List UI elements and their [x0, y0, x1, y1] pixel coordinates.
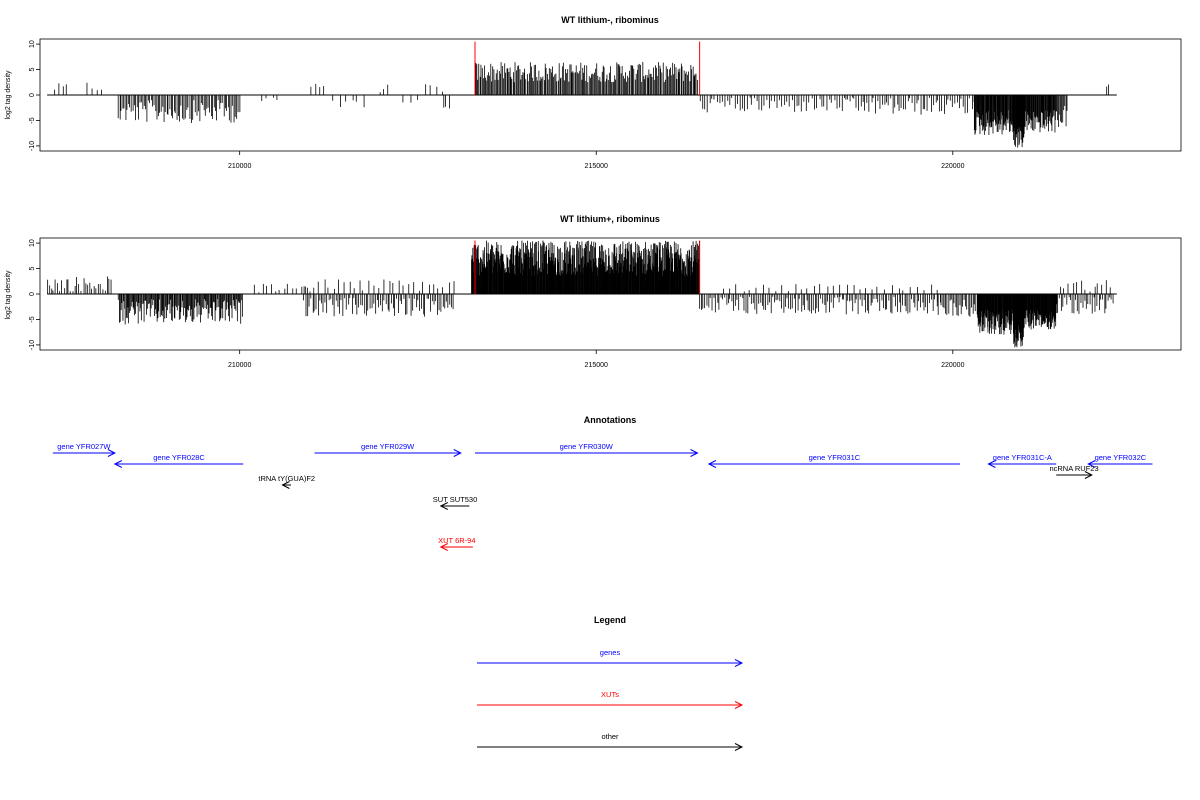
feature-label: gene YFR029W — [361, 442, 415, 451]
feature-label: XUT 6R-94 — [438, 536, 475, 545]
arrowhead — [107, 449, 116, 457]
coverage-panel-lithium-minus: WT lithium-, ribominus log2 tag density … — [5, 15, 1182, 170]
arrowhead — [707, 460, 717, 468]
arrowhead — [439, 502, 448, 510]
y-tick-label: -5 — [29, 117, 36, 123]
annotation-feature: gene YFR031C — [707, 453, 960, 468]
annotation-feature: XUT 6R-94 — [438, 536, 476, 551]
annotation-feature: gene YFR028C — [113, 453, 244, 468]
feature-label: gene YFR031C — [809, 453, 861, 462]
annotation-feature: SUT SUT530 — [433, 495, 477, 510]
arrowhead — [690, 449, 699, 457]
annotation-feature: gene YFR032C — [1087, 453, 1153, 468]
y-tick-label: 5 — [29, 67, 36, 71]
annotation-feature: gene YFR031C-A — [987, 453, 1057, 468]
annotation-feature: gene YFR029W — [314, 442, 462, 457]
y-tick-label: 0 — [29, 292, 36, 296]
y-tick-label: -5 — [29, 316, 36, 322]
arrowhead — [1084, 471, 1093, 479]
feature-label: gene YFR030W — [560, 442, 614, 451]
x-axis: 210000 215000 220000 — [228, 151, 965, 170]
feature-label: gene YFR028C — [153, 453, 205, 462]
panel-title: WT lithium+, ribominus — [560, 214, 660, 224]
annotations-title: Annotations — [584, 415, 637, 425]
x-axis: 210000 215000 220000 — [228, 350, 965, 369]
x-tick-label: 220000 — [941, 362, 964, 369]
arrowhead — [987, 460, 996, 468]
legend: Legend genes XUTs other — [477, 615, 744, 751]
legend-label: other — [601, 732, 619, 741]
x-tick-label: 215000 — [585, 163, 608, 170]
arrowhead — [734, 743, 744, 751]
arrowhead — [281, 481, 290, 489]
arrowhead — [113, 460, 123, 468]
arrowhead — [1087, 460, 1096, 468]
feature-label: gene YFR027W — [57, 442, 111, 451]
arrowhead — [453, 449, 462, 457]
y-axis: -10 -5 0 5 10 — [29, 239, 40, 350]
feature-label: gene YFR032C — [1095, 453, 1147, 462]
legend-title: Legend — [594, 615, 626, 625]
legend-item-gene: genes — [477, 648, 744, 667]
panel-title: WT lithium-, ribominus — [561, 15, 659, 25]
arrowhead — [439, 543, 448, 551]
y-tick-label: -10 — [29, 340, 36, 350]
annotation-feature: gene YFR030W — [475, 442, 699, 457]
x-tick-label: 220000 — [941, 163, 964, 170]
arrowhead — [734, 659, 744, 667]
annotation-features: gene YFR027W gene YFR028C gene YFR029W gene… — [52, 442, 1153, 551]
legend-item-other: other — [477, 732, 744, 751]
y-tick-label: 10 — [29, 40, 36, 48]
y-axis-label: log2 tag density — [5, 70, 12, 120]
annotation-feature: gene YFR027W — [52, 442, 116, 457]
coverage-panel-lithium-plus: WT lithium+, ribominus log2 tag density … — [5, 214, 1182, 369]
legend-item-xut: XUTs — [477, 690, 744, 709]
y-tick-label: 0 — [29, 93, 36, 97]
feature-label: ncRNA RUF23 — [1049, 464, 1098, 473]
legend-label: XUTs — [601, 690, 619, 699]
x-tick-label: 210000 — [228, 362, 251, 369]
feature-label: gene YFR031C-A — [993, 453, 1052, 462]
y-axis: -10 -5 0 5 10 — [29, 40, 40, 151]
feature-label: SUT SUT530 — [433, 495, 477, 504]
feature-label: tRNA tY(GUA)F2 — [258, 474, 315, 483]
annotation-feature: tRNA tY(GUA)F2 — [258, 474, 315, 489]
y-tick-label: -10 — [29, 141, 36, 151]
y-axis-label: log2 tag density — [5, 270, 12, 320]
arrowhead — [734, 701, 744, 709]
coverage-bars — [47, 240, 1117, 348]
x-tick-label: 210000 — [228, 163, 251, 170]
y-tick-label: 5 — [29, 266, 36, 270]
y-tick-label: 10 — [29, 239, 36, 247]
coverage-bars — [47, 41, 1117, 148]
annotation-feature: ncRNA RUF23 — [1049, 464, 1099, 479]
legend-label: genes — [600, 648, 621, 657]
legend-items: genes XUTs other — [477, 648, 744, 751]
x-tick-label: 215000 — [585, 362, 608, 369]
